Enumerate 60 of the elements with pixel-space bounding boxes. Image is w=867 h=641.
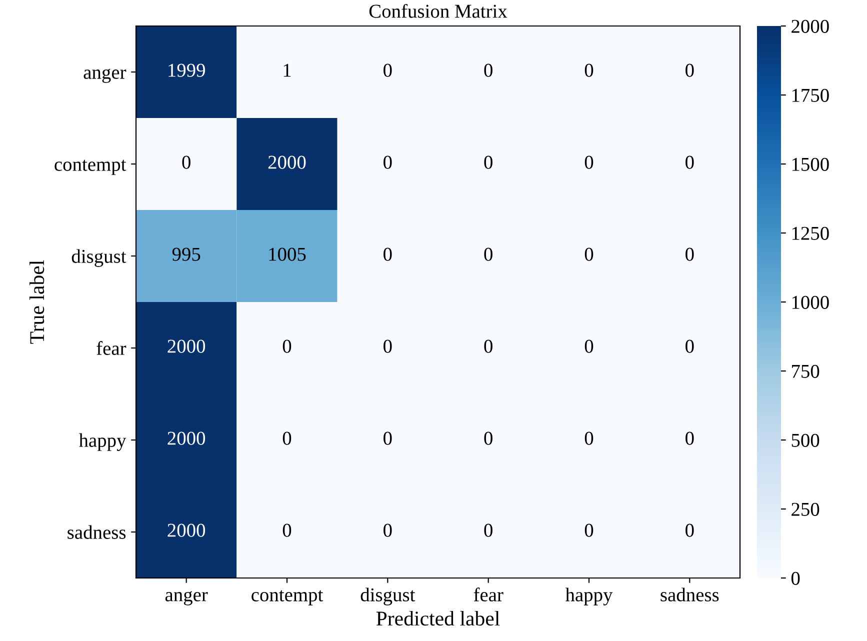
- data-label: 2000: [168, 340, 206, 353]
- data-label: 0: [584, 432, 594, 445]
- data-label: 0: [484, 340, 492, 353]
- data-label: 0: [384, 340, 392, 353]
- data-label: 2000: [168, 524, 206, 537]
- y-tick-label: fear: [96, 341, 126, 355]
- color-bar-label: 1000: [792, 296, 829, 309]
- data-label: 0: [384, 248, 392, 261]
- data-label: 0: [484, 64, 492, 77]
- data-label: 0: [584, 64, 594, 77]
- color-bar-label: 250: [792, 502, 820, 516]
- color-bar-label: 1500: [792, 158, 829, 171]
- data-label: 2000: [168, 432, 206, 445]
- y-tick-label: happy: [78, 433, 126, 451]
- data-label: 0: [484, 156, 492, 169]
- data-label: 0: [282, 340, 292, 353]
- data-label: 0: [686, 340, 694, 353]
- data-label: 0: [484, 248, 492, 261]
- data-label: 0: [182, 156, 190, 169]
- data-label: 0: [686, 156, 694, 169]
- x-tick-label: sadness: [660, 588, 719, 602]
- data-label: 1: [284, 64, 291, 77]
- data-label: 0: [282, 432, 292, 445]
- color-bar-label: 1750: [792, 88, 829, 102]
- data-label: 995: [172, 248, 200, 261]
- y-tick-label: sadness: [68, 525, 126, 539]
- y-tick-label: anger: [84, 68, 126, 83]
- data-label: 0: [384, 524, 392, 537]
- data-label: 1005: [269, 248, 306, 261]
- color-bar-label: 750: [792, 364, 820, 378]
- data-label: 0: [584, 340, 594, 353]
- chart-title: Confusion Matrix: [369, 4, 508, 18]
- data-label: 0: [584, 524, 594, 537]
- x-tick-label: fear: [474, 588, 504, 602]
- color-bar-label: 0: [791, 572, 800, 585]
- data-label: 0: [484, 432, 492, 445]
- data-label: 0: [686, 432, 694, 445]
- data-label: 1999: [168, 64, 205, 77]
- y-tick-label: contempt: [54, 160, 126, 175]
- data-label: 0: [384, 64, 392, 77]
- x-tick-label: anger: [165, 591, 208, 606]
- color-bar-label: 1250: [792, 226, 829, 240]
- data-label: 0: [686, 248, 694, 261]
- y-axis-title: True label: [29, 260, 44, 344]
- color-bar-label: 500: [792, 434, 820, 447]
- x-tick-label: disgust: [360, 588, 416, 606]
- x-tick-label: happy: [565, 588, 613, 606]
- data-label: 0: [384, 156, 392, 169]
- data-label: 2000: [268, 156, 306, 169]
- data-label: 0: [584, 156, 594, 169]
- data-label: 0: [384, 432, 392, 445]
- data-label: 0: [484, 524, 492, 537]
- x-axis-title: Predicted label: [376, 610, 500, 626]
- data-label: 0: [282, 524, 292, 537]
- x-tick-label: contempt: [252, 590, 324, 606]
- data-label: 0: [686, 524, 694, 537]
- color-bar-label: 2000: [792, 20, 829, 33]
- data-label: 0: [584, 248, 594, 261]
- data-label: 0: [686, 64, 694, 77]
- y-tick-label: disgust: [72, 249, 126, 267]
